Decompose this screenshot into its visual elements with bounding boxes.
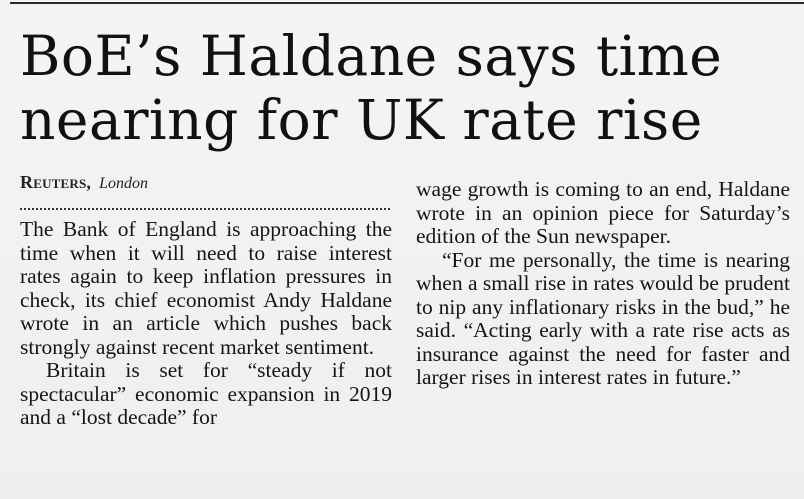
byline: Reuters, London bbox=[20, 172, 148, 193]
byline-city: London bbox=[99, 175, 149, 192]
article-column-right: wage growth is coming to an end, Haldane… bbox=[416, 177, 790, 390]
paragraph: The Bank of England is approaching the t… bbox=[20, 217, 392, 359]
paragraph: Britain is set for “steady if not specta… bbox=[20, 358, 392, 429]
paragraph: wage growth is coming to an end, Haldane… bbox=[416, 177, 790, 248]
byline-agency: Reuters, bbox=[20, 172, 92, 192]
paragraph: “For me personally, the time is nearing … bbox=[416, 247, 790, 389]
top-rule bbox=[10, 2, 804, 4]
article-column-left: The Bank of England is approaching the t… bbox=[20, 217, 392, 430]
headline: BoE’s Haldane says time nearing for UK r… bbox=[20, 24, 723, 152]
dotted-divider bbox=[20, 208, 390, 210]
